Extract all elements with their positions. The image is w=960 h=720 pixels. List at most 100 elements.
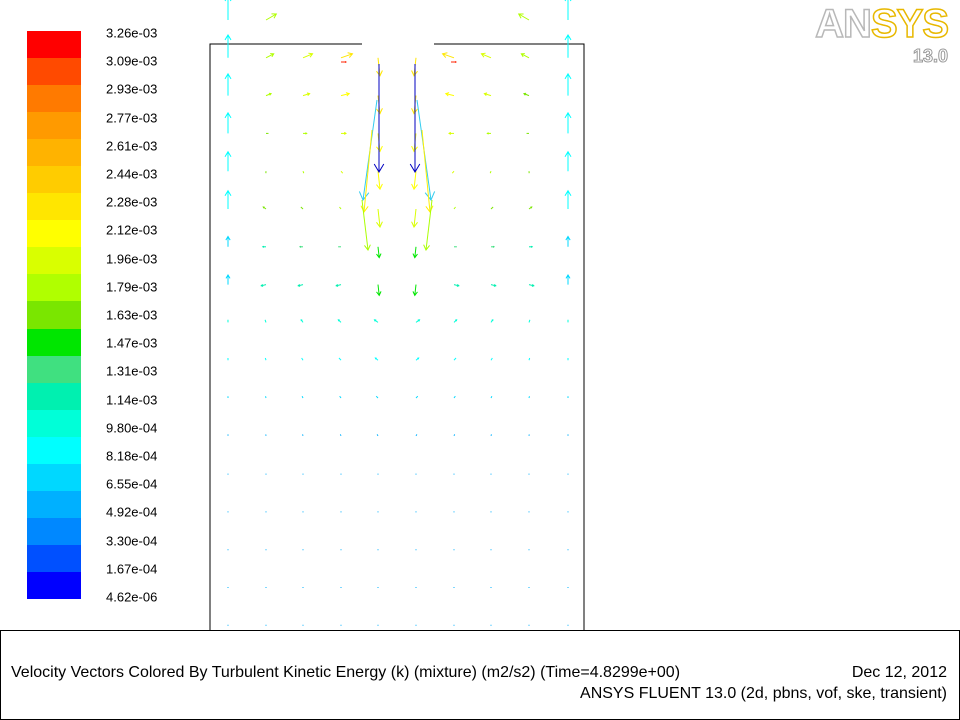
vector-arrowhead [224, 111, 232, 119]
vector-arrowhead [261, 245, 265, 248]
vector-arrowhead [411, 70, 418, 77]
colorbar-label: 1.14e-03 [106, 392, 158, 408]
vector-arrow [414, 284, 417, 296]
vector-arrowhead [480, 52, 486, 58]
vector-arrow [376, 434, 379, 437]
vector-arrowhead [448, 131, 452, 135]
vector-arrow [453, 395, 456, 399]
vector-arrowhead [270, 53, 275, 58]
vector-arrowhead [262, 206, 265, 209]
colorbar-label: 2.61e-03 [106, 138, 158, 154]
vector-arrow [453, 434, 456, 437]
vector-arrowhead [411, 108, 418, 115]
vector-arrowhead [376, 221, 383, 228]
colorbar-label: 2.44e-03 [106, 166, 158, 182]
vector-arrowhead [564, 150, 572, 158]
vector-arrowhead [417, 357, 420, 360]
solver-info: ANSYS FLUENT 13.0 (2d, pbns, vof, ske, t… [580, 685, 947, 702]
vector-arrow [377, 208, 381, 228]
colorbar-label: 4.92e-04 [106, 504, 158, 520]
vector-arrow [421, 129, 431, 213]
vector-arrowhead [305, 132, 308, 135]
vector-arrow [518, 13, 530, 21]
logo-version: 13.0 [912, 46, 948, 67]
vector-arrowhead [517, 13, 524, 19]
vector-arrow [414, 246, 417, 258]
vector-arrowhead [520, 53, 525, 58]
vector-arrowhead [343, 131, 347, 135]
colorbar-label: 2.93e-03 [106, 81, 158, 97]
colorbar-label: 1.96e-03 [106, 251, 158, 267]
vector-arrow [481, 53, 492, 59]
chart-date: Dec 12, 2012 [851, 664, 947, 681]
vector-arrowhead [360, 205, 369, 213]
colorbar-label: 3.09e-03 [106, 53, 158, 69]
colorbar-swatch [27, 247, 81, 275]
colorbar-swatch [27, 382, 81, 411]
vector-arrow [415, 395, 419, 399]
colorbar-swatch [27, 328, 81, 357]
colorbar-swatch [27, 517, 81, 546]
vector-arrow [377, 171, 381, 190]
vector-arrowhead [491, 319, 494, 322]
ansys-logo: ANSYS 13.0 [814, 1, 949, 67]
vector-arrow [521, 53, 530, 59]
vector-arrowhead [344, 60, 347, 64]
vector-arrow [339, 434, 342, 437]
colorbar-swatch [27, 112, 81, 140]
colorbar-label: 2.12e-03 [106, 222, 158, 238]
vector-arrowhead [411, 145, 418, 153]
vector-arrowhead [455, 319, 458, 322]
vector-arrowhead [523, 92, 527, 96]
vector-arrow [528, 357, 531, 361]
colorbar-label: 2.77e-03 [106, 110, 158, 126]
vector-arrow [528, 319, 531, 323]
colorbar-swatch [27, 463, 81, 492]
colorbar-swatch [27, 31, 81, 59]
vector-arrow [302, 171, 305, 174]
colorbar-label: 9.80e-04 [106, 420, 158, 436]
vector-arrow [413, 208, 417, 228]
colorbar-swatch [27, 58, 81, 86]
vector-arrow [453, 206, 456, 210]
colorbar-label: 8.18e-04 [106, 448, 158, 464]
vector-arrowhead [564, 189, 572, 196]
vector-arrowhead [364, 244, 371, 251]
vector-arrowhead [565, 235, 571, 241]
vector-arrowhead [564, 72, 572, 80]
colorbar-swatch [27, 139, 81, 167]
vector-arrowhead [373, 319, 377, 322]
vector-arrow [451, 170, 455, 174]
vector-arrowhead [298, 245, 302, 248]
vector-arrowhead [441, 52, 448, 58]
vector-arrow [339, 206, 342, 210]
vector-arrow [490, 357, 493, 361]
vector-arrowhead [347, 52, 354, 58]
vector-arrow [361, 199, 369, 251]
chart-title: Velocity Vectors Colored By Turbulent Ki… [11, 664, 681, 681]
vector-arrowhead [444, 92, 450, 97]
vector-arrowhead [335, 284, 339, 287]
vector-arrow [302, 53, 313, 59]
vector-arrow [445, 93, 455, 97]
colorbar-label: 1.31e-03 [106, 363, 158, 379]
vector-plot [209, 0, 585, 630]
vector-arrowhead [268, 92, 273, 96]
vector-arrowhead [486, 132, 489, 135]
vector-arrowhead [531, 284, 535, 287]
vector-arrowhead [454, 60, 457, 64]
vector-arrow [377, 284, 380, 296]
vector-arrowhead [492, 245, 496, 248]
vector-arrow [375, 395, 379, 399]
vector-arrowhead [308, 52, 314, 58]
vector-arrowhead [376, 291, 382, 297]
vector-arrowhead [530, 206, 533, 209]
vector-arrowhead [374, 357, 377, 360]
vector-arrowhead [306, 92, 311, 97]
footer-panel: Velocity Vectors Colored By Turbulent Ki… [0, 630, 960, 720]
vector-arrow [300, 206, 304, 210]
vector-arrow [340, 53, 353, 59]
vector-arrowhead [376, 183, 383, 191]
vector-arrowhead [225, 274, 231, 279]
vector-arrow [484, 93, 492, 97]
